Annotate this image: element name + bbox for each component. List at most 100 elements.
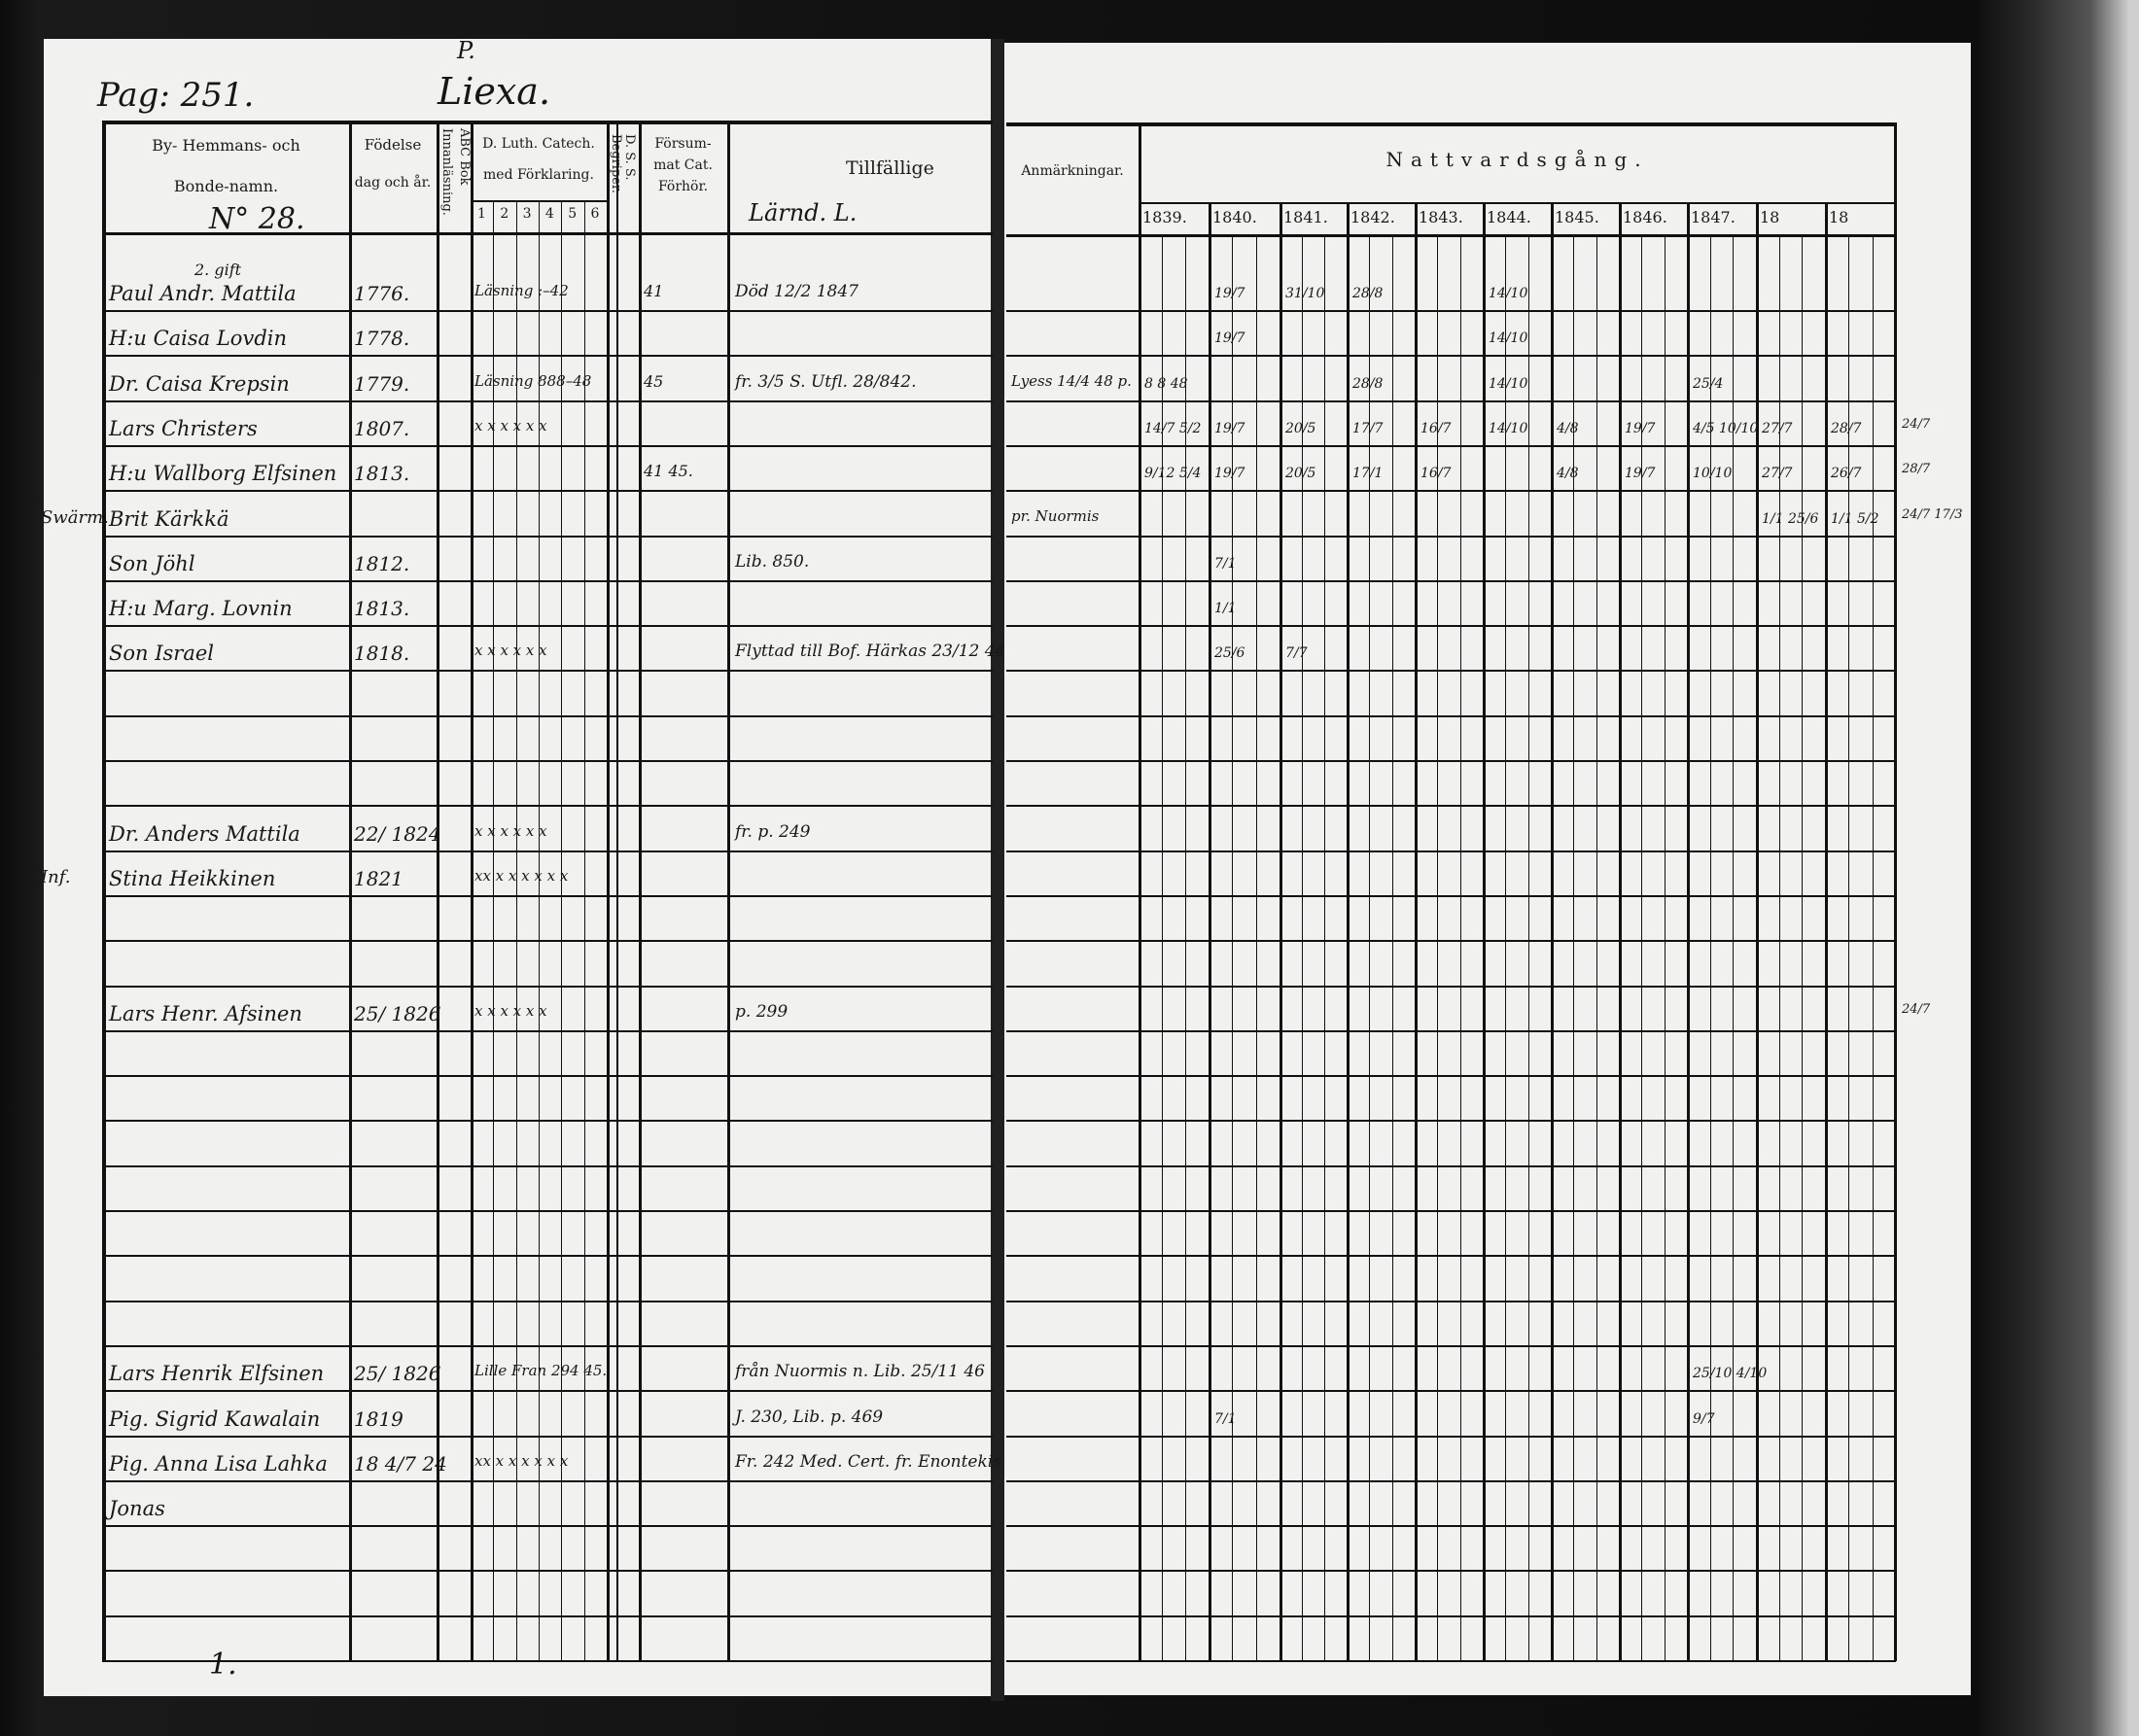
tillfallige-note: Lärnd. L. [749,199,858,226]
row-catech: Lille Fran 294 45. [474,1362,608,1380]
row-name: Paul Andr. Mattila [109,282,297,305]
right-row-divider [1006,1075,1896,1078]
right-row-divider [1006,355,1896,358]
row-divider [102,985,993,988]
dss-header: D. S. S. [622,134,637,181]
year-subcolumn-divider [1802,234,1804,1661]
right-row-divider [1006,1660,1896,1662]
catech-header-line1: D. Luth. Catech. [482,136,595,152]
communion-date: 1/1 25/6 [1762,510,1819,527]
year-header: 1839. [1142,208,1187,226]
anmarkningar-header: Anmärkningar. [1021,163,1124,179]
year-column-divider [1825,202,1828,1661]
column-divider [607,121,610,1661]
year-subcolumn-divider [1302,234,1303,1661]
book-gutter [991,39,1004,1701]
year-subcolumn-divider [1185,234,1186,1661]
year-subcolumn-divider [1391,234,1393,1661]
row-name: Dr. Anders Mattila [109,821,300,846]
right-row-divider [1006,1390,1896,1393]
communion-date: 25/10 4/10 [1693,1366,1768,1382]
row-tillf: från Nuormis n. Lib. 25/11 46 [735,1362,985,1382]
row-name: Pig. Anna Lisa Lahka [109,1451,328,1476]
row-catech: xx x x x x x x [474,866,569,885]
row-birth: 18 4/7 24 [354,1451,447,1476]
catech-subcolumn-number: 3 [522,206,532,222]
catech-subcolumn-divider [538,200,540,1661]
row-forsum: 41 [644,282,664,300]
year-subcolumn-divider [1733,234,1735,1661]
column-divider [437,121,439,1661]
communion-date: 31/10 [1285,286,1325,301]
catech-subcolumn-divider [583,200,585,1661]
row-catech: x x x x x x [474,416,547,434]
communion-date: 27/7 [1762,420,1793,436]
right-table-edge [1894,122,1897,1661]
tillfallige-header: Tillfällige [846,157,934,179]
row-name: Stina Heikkinen [109,866,276,890]
row-divider [102,399,993,402]
right-row-divider [1006,894,1896,897]
right-page [1002,43,1971,1695]
year-header: 1843. [1419,208,1463,226]
communion-date: 9/12 5/4 [1144,466,1202,482]
year-column-divider [1209,202,1211,1661]
communion-date: 19/7 [1625,420,1656,436]
communion-date: 19/7 [1625,466,1656,482]
row-divider [102,760,993,762]
row-tillf: Lib. 850. [735,551,810,572]
row-forsum: 45 [644,371,664,391]
name-header-line1: By- Hemmans- och [152,136,300,155]
row-divider [102,1075,993,1078]
communion-date: 17/7 [1352,420,1384,436]
row-name: H:u Caisa Lovdin [109,327,288,351]
name-header-line2: Bonde-namn. [173,177,279,195]
row-divider [102,1029,993,1032]
communion-date: 1/1 [1214,601,1237,617]
row-birth: 1813. [354,597,410,621]
communion-date: 19/7 [1214,420,1245,436]
row-divider [102,579,993,582]
catech-subcolumn-number: 6 [590,206,600,222]
left-page [44,39,993,1696]
nattvard-header: Nattvardsgång. [1385,148,1649,171]
row-divider [102,355,993,358]
row-tillf: fr. 3/5 S. Utfl. 28/842. [735,371,917,392]
row-tillf: Flyttad till Bof. Härkas 23/12 44 [735,642,1006,662]
year-subcolumn-divider [1162,234,1163,1661]
row-name: Jonas [109,1497,165,1521]
forsum-header-line1: Försum- [654,136,712,152]
right-row-divider [1006,1210,1896,1212]
year-column-divider [1756,202,1759,1661]
table-top-border [102,121,993,124]
column-divider [349,121,352,1661]
row-birth: 1813. [354,462,410,486]
year-column-divider [1551,202,1554,1661]
row-divider [102,444,993,447]
row-divider [102,490,993,493]
year-header: 1844. [1487,208,1531,226]
year-subcolumn-divider [1573,234,1575,1661]
communion-date: 7/1 [1214,555,1237,572]
year-header: 1847. [1691,208,1736,226]
year-subcolumn-divider [1232,234,1234,1661]
catech-subcolumn-divider [515,200,517,1661]
communion-date: 28/8 [1352,286,1384,301]
row-birth: 1819 [354,1406,403,1431]
year-subcolumn-divider [1664,234,1666,1661]
row-divider [102,310,993,312]
right-row-divider [1006,444,1896,447]
right-row-divider [1006,1164,1896,1167]
year-header: 1841. [1283,208,1328,226]
communion-date: 26/7 [1831,466,1862,482]
year-column-divider [1619,202,1622,1661]
row-divider [102,1120,993,1123]
communion-date: 4/8 [1557,420,1579,436]
communion-date: 28/8 [1352,375,1384,392]
row-name: Dr. Caisa Krepsin [109,371,290,396]
year-header: 1842. [1350,208,1395,226]
communion-date: 10/10 [1693,466,1733,482]
row-catech: xx x x x x x x [474,1451,569,1470]
catech-subcolumn-divider [493,200,495,1661]
row-divider [102,1210,993,1212]
